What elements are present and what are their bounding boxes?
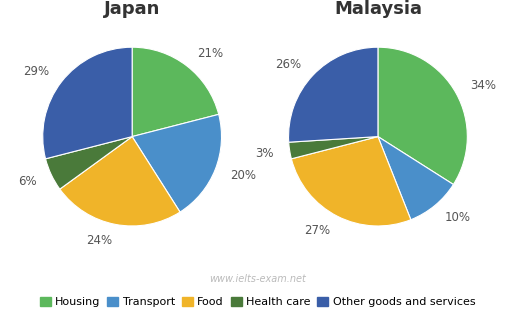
Text: 24%: 24% [86,234,112,247]
Wedge shape [378,47,467,185]
Wedge shape [289,137,378,159]
Wedge shape [378,137,453,220]
Text: 10%: 10% [445,211,471,225]
Wedge shape [43,47,132,159]
Legend: Housing, Transport, Food, Health care, Other goods and services: Housing, Transport, Food, Health care, O… [35,293,480,311]
Wedge shape [60,137,180,226]
Text: 29%: 29% [23,65,49,78]
Text: 20%: 20% [230,169,256,182]
Text: 6%: 6% [18,175,37,188]
Text: 27%: 27% [304,224,330,237]
Wedge shape [288,47,378,142]
Title: Malaysia: Malaysia [334,0,422,18]
Text: 34%: 34% [470,79,496,92]
Text: 26%: 26% [275,58,301,71]
Text: www.ielts-exam.net: www.ielts-exam.net [209,274,306,284]
Wedge shape [132,47,219,137]
Title: Japan: Japan [104,0,160,18]
Text: 3%: 3% [255,147,274,160]
Text: 21%: 21% [197,47,223,60]
Wedge shape [132,114,221,212]
Wedge shape [45,137,132,189]
Wedge shape [291,137,411,226]
